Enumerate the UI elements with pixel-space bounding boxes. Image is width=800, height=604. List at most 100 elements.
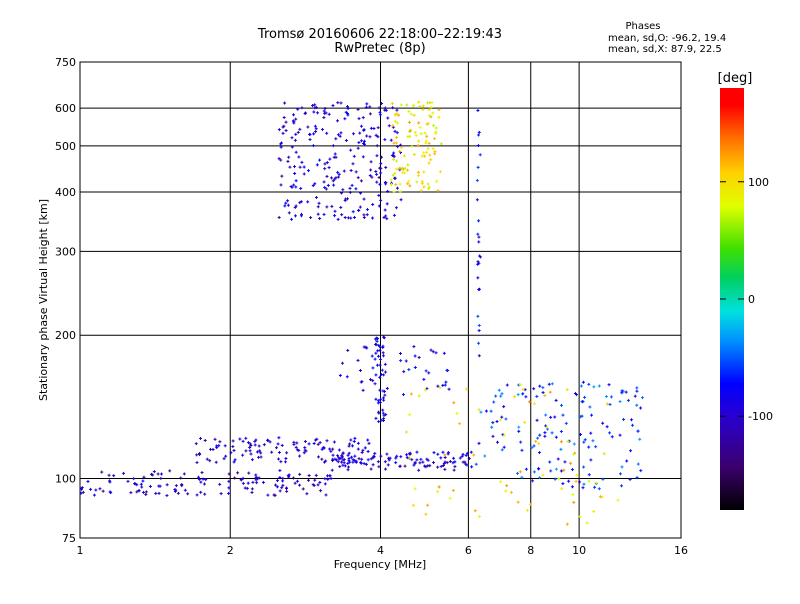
data-point [347, 458, 351, 462]
data-point [195, 453, 199, 457]
data-point [394, 119, 398, 123]
data-point [429, 105, 433, 109]
data-point [442, 461, 446, 465]
data-point [579, 384, 583, 388]
data-point [350, 183, 354, 187]
data-point [270, 450, 274, 454]
data-point [374, 416, 378, 420]
data-point [222, 457, 226, 461]
data-point [427, 187, 431, 191]
data-point [318, 158, 322, 162]
data-point [280, 141, 284, 145]
data-point [432, 124, 436, 128]
data-point [279, 460, 283, 464]
data-point [541, 391, 545, 395]
data-point [318, 480, 322, 484]
data-point [375, 339, 379, 343]
data-point [353, 436, 357, 440]
data-point [537, 442, 541, 446]
data-point [279, 158, 283, 162]
data-point [265, 438, 269, 442]
data-point [339, 131, 343, 135]
data-point [287, 211, 291, 215]
data-point [253, 439, 257, 443]
data-point [564, 421, 568, 425]
data-point [391, 125, 395, 129]
data-point [284, 120, 288, 124]
data-point [195, 461, 199, 465]
data-point [154, 491, 158, 495]
data-point [377, 420, 381, 424]
data-point [214, 460, 218, 464]
data-point [333, 152, 337, 156]
data-point [563, 460, 567, 464]
data-point [328, 157, 332, 161]
data-point [384, 108, 388, 112]
data-point [346, 348, 350, 352]
data-point [583, 395, 587, 399]
data-point [398, 182, 402, 186]
data-point [377, 176, 381, 180]
data-point [322, 109, 326, 113]
data-point [610, 435, 614, 439]
data-point [426, 503, 430, 507]
data-point [249, 452, 253, 456]
data-point [321, 127, 325, 131]
data-point [356, 441, 360, 445]
data-point [336, 101, 340, 105]
data-point [371, 379, 375, 383]
data-point [322, 180, 326, 184]
data-point [528, 502, 532, 506]
data-point [304, 111, 308, 115]
data-point [582, 465, 586, 469]
data-point [543, 393, 547, 397]
data-point [294, 179, 298, 183]
data-point [336, 170, 340, 174]
data-point [333, 209, 337, 213]
data-point [306, 200, 310, 204]
data-point [317, 201, 321, 205]
data-point [373, 357, 377, 361]
data-point [368, 174, 372, 178]
chart-subtitle: RwPretec (8p) [334, 41, 425, 56]
data-point [378, 363, 382, 367]
data-point [369, 457, 373, 461]
data-point [441, 464, 445, 468]
data-point [408, 184, 412, 188]
data-point [326, 477, 330, 481]
data-point [311, 144, 315, 148]
data-point [357, 457, 361, 461]
data-point [246, 481, 250, 485]
data-point [581, 486, 585, 490]
data-point [356, 146, 360, 150]
data-point [439, 456, 443, 460]
data-point [465, 451, 469, 455]
data-point [375, 363, 379, 367]
data-point [478, 515, 482, 519]
data-point [534, 439, 538, 443]
data-point [349, 148, 353, 152]
data-point [581, 380, 585, 384]
data-point [417, 355, 421, 359]
data-point [395, 108, 399, 112]
data-point [239, 478, 243, 482]
data-point [238, 437, 242, 441]
data-point [359, 179, 363, 183]
data-point [295, 479, 299, 483]
data-point [418, 461, 422, 465]
data-point [570, 468, 574, 472]
data-point [434, 126, 438, 130]
data-point [365, 207, 369, 211]
x-tick-label: 10 [572, 544, 586, 557]
data-point [460, 454, 464, 458]
data-point [419, 189, 423, 193]
data-point [453, 465, 457, 469]
data-point [426, 464, 430, 468]
data-point [413, 487, 417, 491]
data-point [325, 131, 329, 135]
data-point [300, 106, 304, 110]
data-point [362, 128, 366, 132]
data-point [374, 133, 378, 137]
data-point [133, 482, 137, 486]
data-point [381, 351, 385, 355]
